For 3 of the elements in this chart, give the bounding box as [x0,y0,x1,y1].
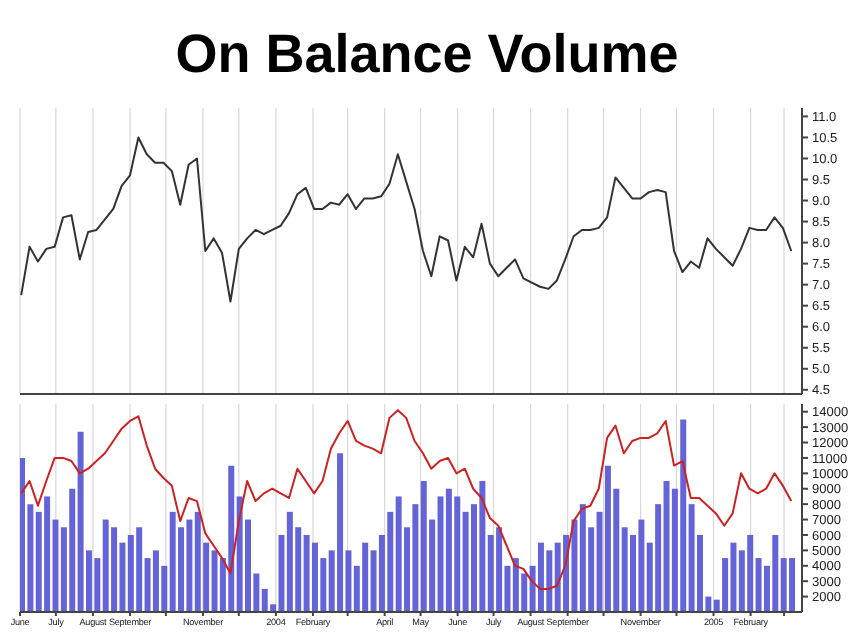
chart-title: On Balance Volume [173,22,681,88]
line-series [20,136,793,303]
line-series [20,409,793,590]
